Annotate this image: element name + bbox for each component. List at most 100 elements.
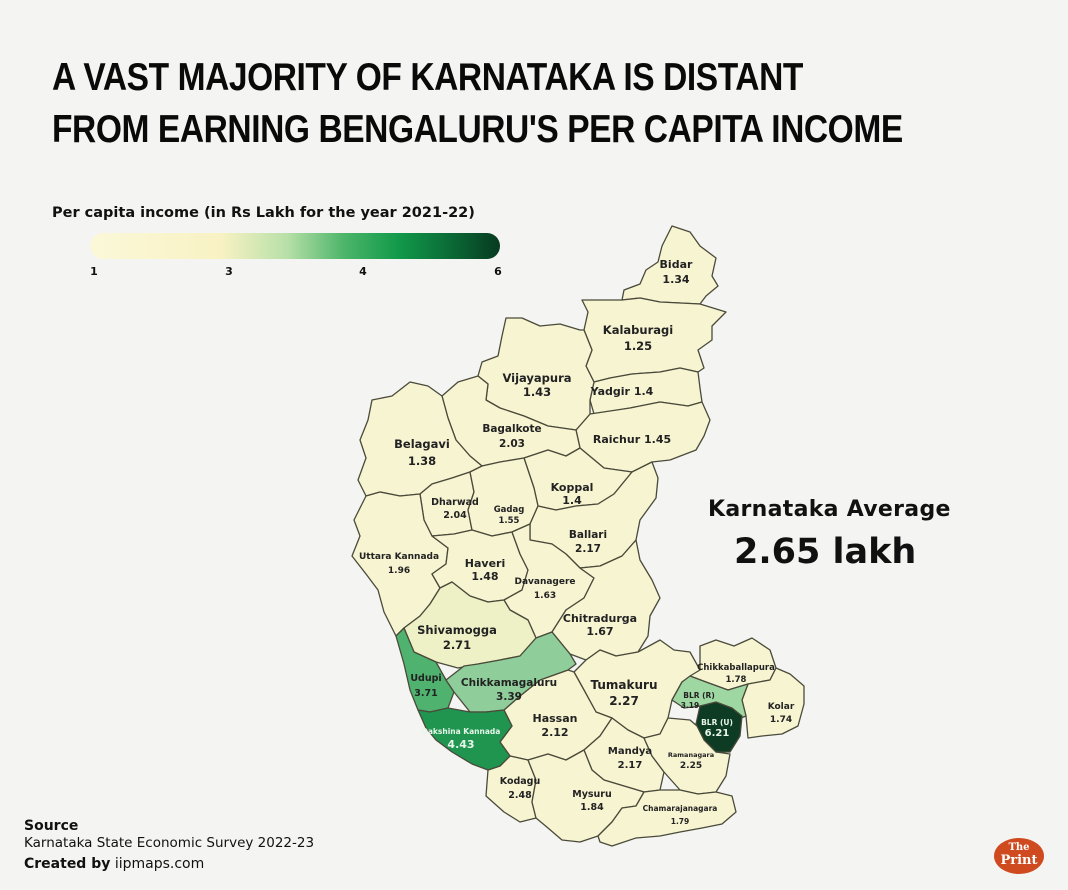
label-name: Dakshina Kannada <box>422 727 501 736</box>
label-value: 1.34 <box>662 273 689 286</box>
label-value: 1.84 <box>580 802 604 813</box>
label-name: Chikkamagaluru <box>461 677 557 689</box>
theprint-logo: The Print <box>994 838 1044 874</box>
legend-tick: 6 <box>494 265 502 278</box>
label-value: 1.96 <box>388 566 410 576</box>
label-value: 2.25 <box>680 761 702 771</box>
svg-text:Raichur 1.45: Raichur 1.45 <box>593 433 671 446</box>
legend-tick: 1 <box>90 265 98 278</box>
label-value: 1.43 <box>523 385 551 399</box>
label-name: Koppal <box>551 481 594 494</box>
label-value: 2.17 <box>618 760 643 771</box>
label-value: 1.78 <box>726 675 747 685</box>
label-name: Yadgir <box>590 385 631 398</box>
label-name: Ramanagara <box>668 751 714 759</box>
label-value: 1.48 <box>471 570 498 583</box>
label-name: Chitradurga <box>563 612 637 625</box>
color-legend: Per capita income (in Rs Lakh for the ye… <box>52 205 512 278</box>
label-name: Uttara Kannada <box>359 552 439 562</box>
legend-tick: 3 <box>225 265 233 278</box>
source-heading: Source <box>24 818 79 834</box>
label-value: 1.38 <box>408 454 436 468</box>
label-value: 1.79 <box>671 817 690 826</box>
label-name: Chikkaballapura <box>697 663 775 673</box>
label-value: 2.04 <box>443 510 467 521</box>
label-name: Raichur <box>593 433 641 446</box>
label-value: 1.4 <box>562 494 582 507</box>
label-value: 2.03 <box>499 438 525 450</box>
label-value: 2.17 <box>575 543 601 555</box>
label-value: 2.71 <box>443 638 471 652</box>
logo-line-1: The <box>1008 842 1030 853</box>
label-name: BLR (R) <box>683 691 715 700</box>
district-vijayapura[interactable] <box>477 317 595 431</box>
label-value: 2.48 <box>508 790 532 801</box>
label-name: Mysuru <box>572 789 612 800</box>
label-name: Kodagu <box>500 776 541 787</box>
label-value: 6.21 <box>705 728 730 739</box>
legend-ticks: 1 3 4 6 <box>52 265 512 281</box>
district-labels: Bidar 1.34 Kalaburagi 1.25 Yadgir 1.4 Raic… <box>359 258 795 826</box>
label-name: Tumakuru <box>591 678 658 692</box>
title-line-2: FROM EARNING BENGALURU'S PER CAPITA INCO… <box>52 108 903 151</box>
district-kalaburagi[interactable] <box>581 297 727 383</box>
label-value: 4.43 <box>447 738 474 751</box>
label-name: Bidar <box>660 258 693 271</box>
label-name: Kalaburagi <box>603 323 673 337</box>
state-average-callout: Karnataka Average 2.65 lakh <box>708 497 951 572</box>
label-name: Vijayapura <box>502 371 571 385</box>
footer: Source Karnataka State Economic Survey 2… <box>24 818 314 872</box>
svg-text:BLR (R)3.19: BLR (R) 3.19 <box>681 691 715 710</box>
label-name: Kolar <box>768 702 795 712</box>
average-label: Karnataka Average <box>708 497 951 522</box>
label-name: Davanagere <box>514 577 575 587</box>
district-dakshina-kannada[interactable] <box>417 707 513 771</box>
created-by-label: Created by <box>24 856 111 872</box>
legend-gradient-bar <box>90 233 500 259</box>
label-value: 3.19 <box>681 701 700 710</box>
created-by: Created by iipmaps.com <box>24 856 314 872</box>
district-udupi[interactable] <box>395 627 455 713</box>
label-name: Belagavi <box>394 437 450 451</box>
district-ramanagara[interactable] <box>643 717 731 795</box>
label-value: 3.71 <box>414 688 437 699</box>
svg-text:Yadgir 1.4: Yadgir 1.4 <box>590 385 654 398</box>
label-value: 1.4 <box>634 385 654 398</box>
average-value: 2.65 lakh <box>734 532 917 572</box>
logo-line-2: Print <box>1000 853 1038 868</box>
title-line-1: A VAST MAJORITY OF KARNATAKA IS DISTANT <box>52 56 803 99</box>
label-value: 1.63 <box>534 591 556 601</box>
legend-tick: 4 <box>359 265 367 278</box>
label-name: Dharwad <box>431 497 479 508</box>
label-name: Chamarajanagara <box>643 804 718 813</box>
created-by-value: iipmaps.com <box>114 856 205 872</box>
label-name: Ballari <box>569 529 607 541</box>
district-blr-urban[interactable] <box>695 701 743 753</box>
district-chamarajanagara[interactable] <box>597 789 737 847</box>
label-value: 1.55 <box>499 516 520 526</box>
svg-text:BLR (U)6.21: BLR (U) 6.21 <box>701 718 733 739</box>
label-value: 1.45 <box>644 433 671 446</box>
legend-title: Per capita income (in Rs Lakh for the ye… <box>52 205 475 221</box>
label-name: Hassan <box>533 712 578 725</box>
district-shivamogga[interactable] <box>403 581 537 669</box>
